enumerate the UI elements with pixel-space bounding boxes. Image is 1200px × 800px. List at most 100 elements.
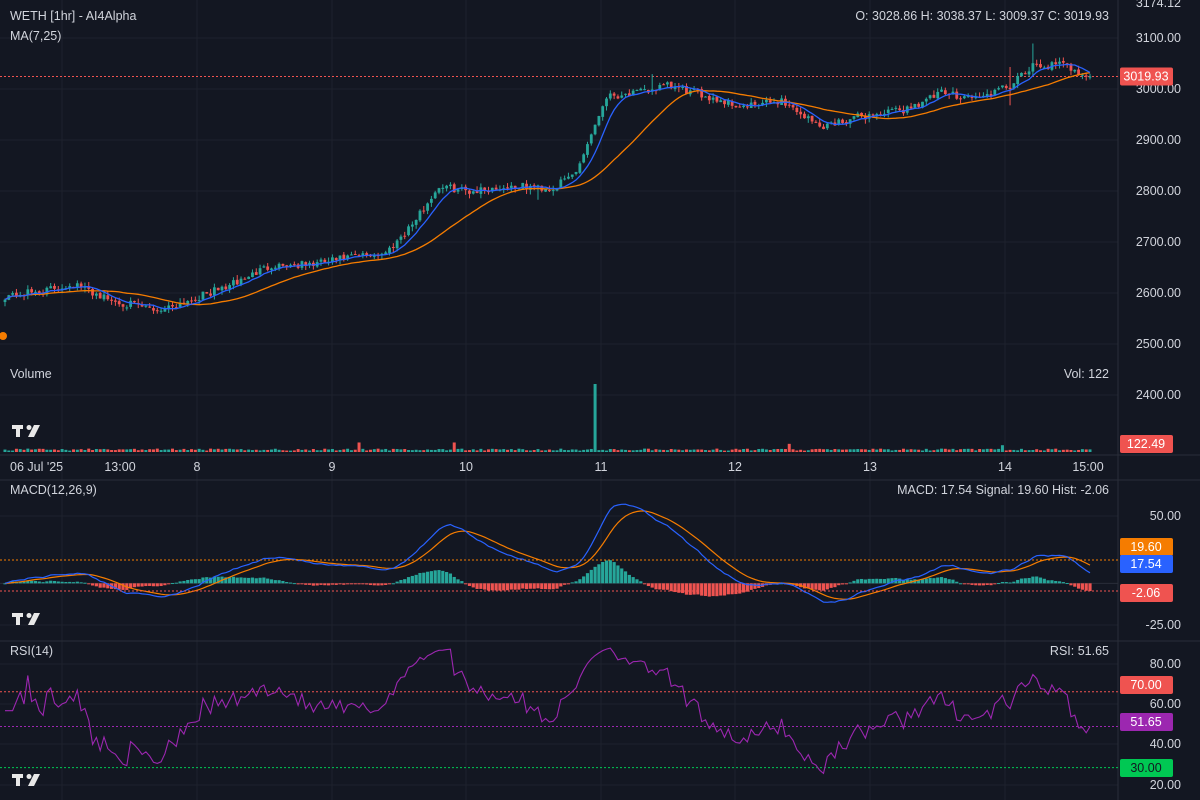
volume-bar	[966, 448, 970, 452]
macd-hist-bar	[1088, 583, 1092, 592]
volume-bar	[11, 450, 15, 452]
macd-hist-bar	[673, 583, 677, 593]
macd-hist-bar	[292, 583, 296, 585]
volume-bar	[825, 449, 829, 452]
ma-fast-line	[4, 63, 1091, 310]
time-axis[interactable]: 06 Jul '25 13:00 8 9 10 11 12 13 14 15:00	[10, 460, 1104, 474]
macd-hist-bar	[871, 578, 875, 584]
macd-pane[interactable]	[0, 503, 1118, 603]
volume-bar	[388, 450, 392, 452]
macd-hist-bar	[928, 577, 932, 584]
candle-body	[148, 306, 152, 308]
rsi-tick-label: 80.00	[1150, 657, 1181, 671]
candle-body	[433, 192, 437, 199]
volume-bar	[216, 448, 220, 452]
volume-bar	[574, 449, 578, 452]
macd-hist-bar	[585, 573, 590, 584]
macd-hist-bar	[875, 578, 879, 584]
volume-bar	[414, 449, 418, 452]
volume-bar	[148, 449, 152, 452]
candle-body	[738, 106, 742, 108]
macd-hist-bar	[68, 581, 72, 584]
price-axis[interactable]: 3174.123100.003000.002900.002800.002700.…	[1136, 0, 1181, 792]
candle-body	[883, 113, 886, 115]
macd-hist-bar	[521, 583, 525, 589]
candle-body	[1035, 63, 1039, 65]
volume-bar	[936, 449, 940, 452]
macd-hist-bar	[1012, 581, 1016, 584]
volume-bar	[26, 448, 30, 452]
macd-hist-bar	[357, 583, 361, 585]
volume-bar	[289, 450, 293, 452]
macd-hist-bar	[932, 578, 936, 584]
macd-hist-bar	[719, 583, 723, 596]
volume-pane[interactable]	[3, 384, 1092, 452]
candle-body	[285, 265, 289, 267]
candle-body	[75, 283, 79, 287]
candle-body	[631, 90, 635, 96]
candle-body	[844, 122, 848, 124]
candle-body	[909, 106, 913, 109]
volume-bar	[262, 449, 266, 452]
volume-bar	[928, 450, 932, 452]
rsi-pane[interactable]	[0, 647, 1118, 775]
volume-bar	[890, 450, 894, 452]
candle-body	[410, 224, 414, 227]
macd-hist-bar	[464, 583, 468, 585]
macd-hist-bar	[898, 578, 902, 584]
macd-hist-bar	[448, 573, 453, 584]
candle-body	[715, 96, 719, 102]
macd-hist-bar	[433, 570, 437, 584]
candle-body	[308, 262, 311, 266]
macd-hist-bar	[33, 580, 38, 584]
volume-bar	[60, 449, 64, 452]
macd-hist-bar	[749, 583, 753, 590]
volume-bar	[528, 450, 532, 452]
macd-hist-bar	[623, 571, 628, 584]
macd-hist-bar	[83, 582, 87, 584]
volume-bar	[52, 449, 56, 452]
volume-bar	[993, 449, 997, 452]
volume-bar	[734, 448, 738, 452]
macd-value-tag: 17.54	[1130, 557, 1161, 571]
volume-bar	[1004, 450, 1008, 452]
candle-body	[1039, 64, 1042, 68]
macd-hist-bar	[273, 580, 277, 584]
volume-bar	[787, 443, 791, 452]
candle-body	[997, 88, 1001, 90]
time-tick-label: 15:00	[1072, 460, 1103, 474]
candle-body	[129, 300, 133, 307]
candle-body	[91, 289, 94, 296]
candle-body	[567, 176, 570, 179]
macd-hist-bar	[380, 583, 384, 586]
macd-hist-bar	[818, 583, 822, 591]
macd-hist-bar	[543, 583, 548, 590]
candle-body	[700, 89, 704, 98]
volume-bar	[163, 449, 167, 452]
candle-body	[258, 268, 262, 275]
candle-body	[605, 98, 608, 107]
candle-body	[353, 254, 357, 256]
macd-hist-bar	[879, 578, 883, 584]
candle-body	[940, 89, 943, 92]
macd-hist-bar	[715, 583, 719, 597]
volume-bar	[578, 450, 582, 452]
volume-bar	[197, 448, 201, 452]
volume-bar	[1039, 450, 1043, 452]
volume-bar	[780, 448, 784, 452]
macd-hist-bar	[18, 581, 22, 584]
macd-hist-bar	[1057, 581, 1062, 584]
candle-body	[1020, 72, 1023, 77]
macd-hist-bar	[882, 579, 887, 584]
macd-hist-bar	[349, 583, 354, 585]
candle-body	[190, 300, 193, 302]
macd-hist-bar	[159, 583, 163, 587]
candle-body	[669, 81, 673, 89]
volume-bar	[110, 450, 114, 452]
macd-hist-bar	[269, 579, 274, 584]
candle-body	[262, 266, 266, 268]
price-pane[interactable]	[0, 43, 1118, 340]
macd-hist-bar	[144, 583, 148, 587]
volume-bar	[460, 448, 464, 452]
